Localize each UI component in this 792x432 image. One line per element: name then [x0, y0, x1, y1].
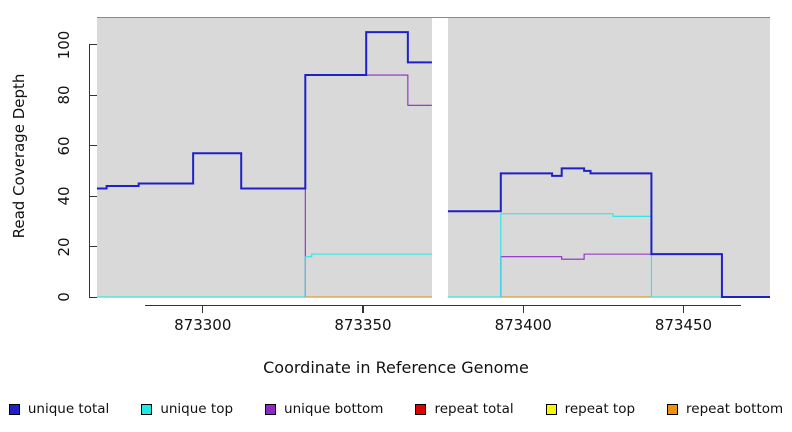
x-tick-mark	[362, 305, 364, 313]
y-tick-mark	[89, 246, 97, 248]
legend-item-repeat-top[interactable]: repeat top	[545, 401, 636, 417]
legend-swatch-icon	[265, 403, 277, 415]
y-tick-label: 80	[55, 85, 73, 105]
legend-label: unique top	[160, 401, 234, 417]
legend-swatch-icon	[667, 403, 679, 415]
x-tick-label: 873350	[334, 316, 392, 334]
y-tick-mark	[89, 145, 97, 147]
legend-item-repeat-total[interactable]: repeat total	[415, 401, 514, 417]
legend-swatch-icon	[141, 403, 153, 415]
y-tick-label: 40	[55, 186, 73, 206]
y-tick-label: 60	[55, 136, 73, 156]
legend-item-unique-total[interactable]: unique total	[8, 401, 110, 417]
x-tick-mark	[202, 305, 204, 313]
legend-label: repeat bottom	[686, 401, 784, 417]
legend-item-unique-top[interactable]: unique top	[141, 401, 233, 417]
y-tick-label: 100	[55, 30, 73, 60]
y-axis-title: Read Coverage Depth	[10, 73, 28, 239]
plot-gap-region	[431, 17, 448, 298]
x-tick-label: 873300	[174, 316, 232, 334]
legend-label: unique bottom	[284, 401, 384, 417]
y-tick-mark	[89, 296, 97, 298]
y-tick-label: 20	[55, 237, 73, 257]
x-tick-label: 873400	[494, 316, 552, 334]
x-tick-mark	[522, 305, 524, 313]
chart-legend: unique total unique top unique bottom repea…	[0, 398, 792, 420]
x-axis-line	[145, 305, 742, 307]
y-tick-mark	[89, 44, 97, 46]
y-tick-mark	[89, 94, 97, 96]
legend-label: repeat top	[564, 401, 636, 417]
legend-item-unique-bottom[interactable]: unique bottom	[265, 401, 383, 417]
x-axis-title: Coordinate in Reference Genome	[263, 358, 529, 377]
y-axis-line	[89, 44, 91, 297]
y-tick-label: 0	[55, 292, 73, 302]
y-tick-mark	[89, 195, 97, 197]
legend-item-repeat-bottom[interactable]: repeat bottom	[667, 401, 783, 417]
legend-label: repeat total	[434, 401, 514, 417]
legend-swatch-icon	[8, 403, 20, 415]
legend-label: unique total	[27, 401, 110, 417]
legend-swatch-icon	[545, 403, 557, 415]
x-tick-mark	[682, 305, 685, 313]
legend-swatch-icon	[415, 403, 427, 415]
x-tick-label: 873450	[654, 316, 713, 334]
